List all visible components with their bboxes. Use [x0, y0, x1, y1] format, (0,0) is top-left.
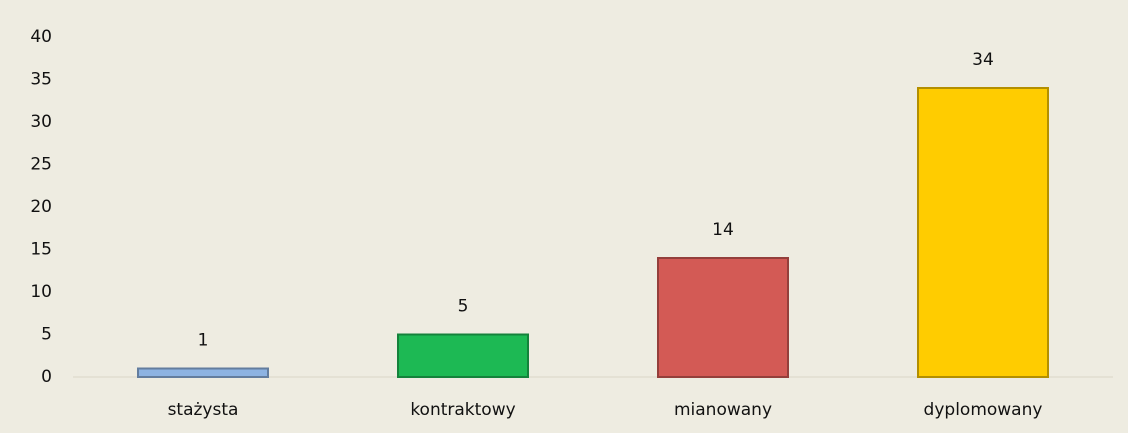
y-tick-label: 0: [41, 367, 52, 387]
bar: [137, 367, 269, 378]
x-tick-label: dyplomowany: [924, 400, 1043, 420]
y-tick-label: 15: [30, 240, 52, 260]
data-label: 34: [972, 50, 994, 70]
y-tick-label: 10: [30, 282, 52, 302]
data-label: 1: [198, 331, 209, 351]
data-label: 14: [712, 220, 734, 240]
y-tick-label: 40: [30, 27, 52, 47]
bar: [657, 257, 789, 378]
x-tick-label: stażysta: [168, 400, 239, 420]
data-label: 5: [458, 297, 469, 317]
bar: [397, 333, 529, 378]
bar: [917, 87, 1049, 378]
x-tick-label: kontraktowy: [410, 400, 515, 420]
y-tick-label: 25: [30, 155, 52, 175]
y-tick-label: 5: [41, 325, 52, 345]
y-tick-label: 35: [30, 70, 52, 90]
y-tick-label: 20: [30, 197, 52, 217]
y-tick-label: 30: [30, 112, 52, 132]
x-tick-label: mianowany: [674, 400, 772, 420]
